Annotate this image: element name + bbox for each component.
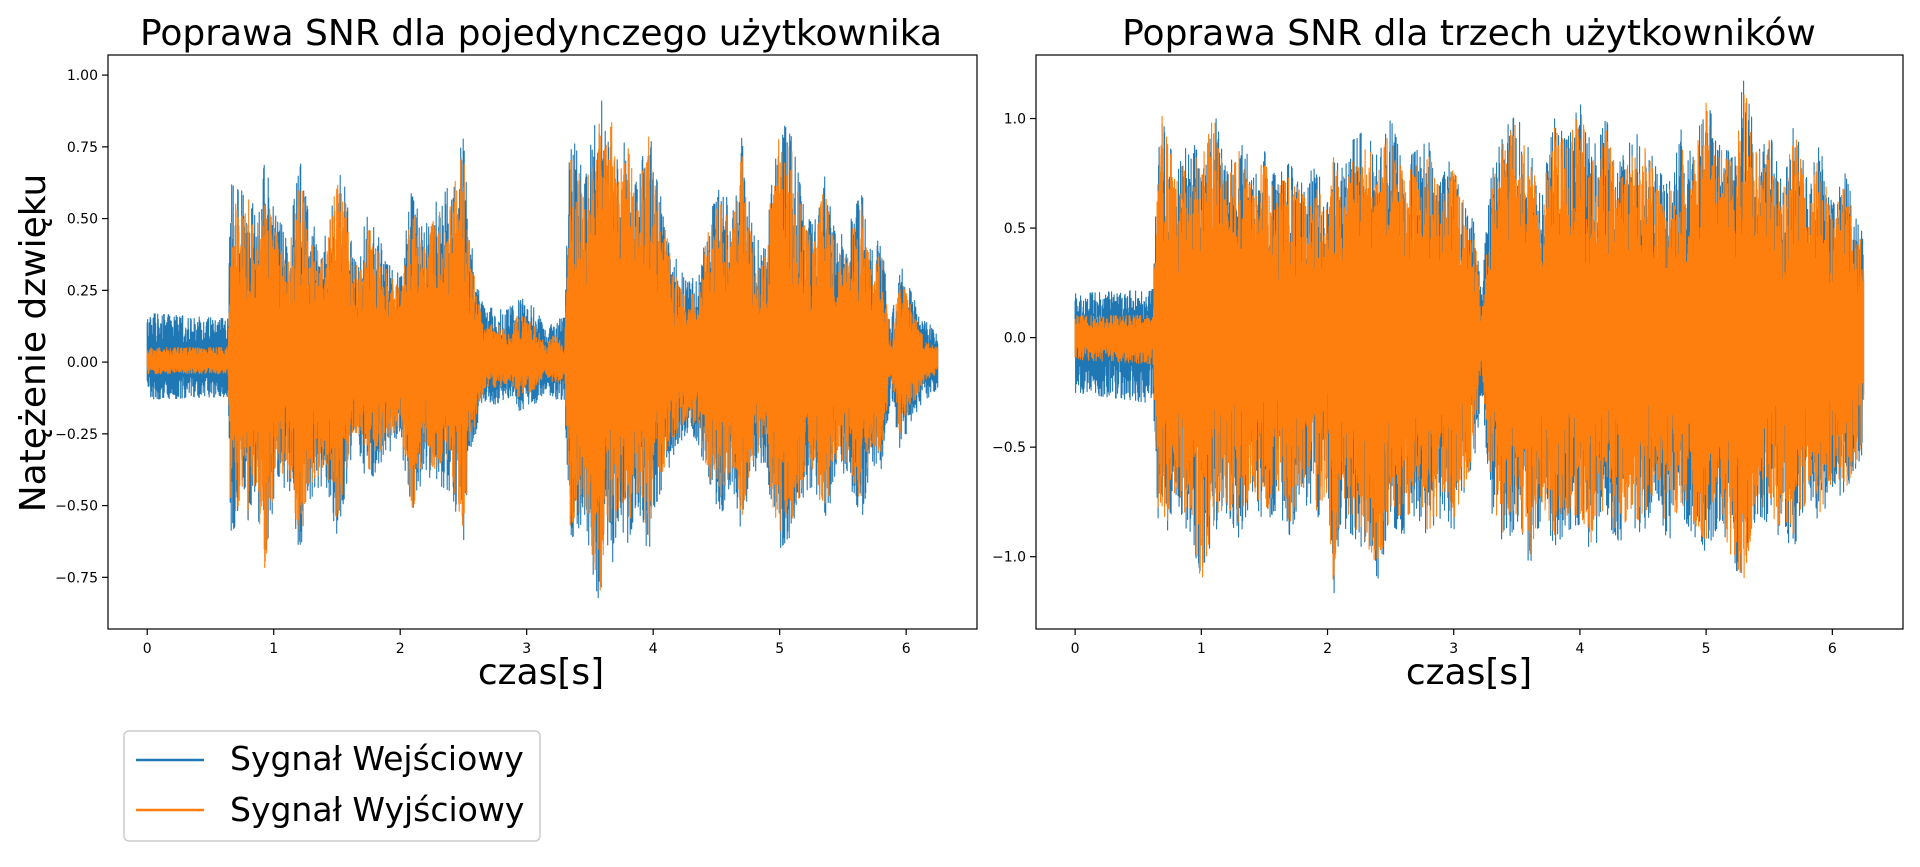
- x-tick-label: 0: [143, 641, 152, 657]
- x-tick-label: 3: [522, 641, 531, 657]
- y-tick-label: 1.0: [1004, 112, 1026, 128]
- x-tick-label: 0: [1071, 641, 1080, 657]
- series-line-output: [146, 122, 939, 591]
- y-axis-ticks: −1.0 −0.5 0.0 0.5 1.0: [992, 112, 1036, 566]
- y-tick-label: 0.50: [67, 212, 98, 228]
- plot-area: [146, 100, 939, 599]
- y-tick-label: 0.5: [1004, 221, 1026, 237]
- series-line-output: [1074, 94, 1865, 580]
- y-tick-label: 0.25: [67, 283, 98, 299]
- x-tick-label: 1: [1197, 641, 1206, 657]
- chart-title: Poprawa SNR dla pojedynczego użytkownika: [140, 13, 942, 54]
- axes-frame: [1035, 54, 1904, 630]
- x-tick-label: 5: [775, 641, 784, 657]
- axes-frame: [107, 54, 978, 630]
- x-tick-label: 2: [396, 641, 405, 657]
- y-tick-label: 0.00: [67, 355, 98, 371]
- y-axis-ticks: −0.75 −0.50 −0.25 0.00 0.25 0.50 0.75 1.00: [55, 68, 108, 586]
- plot-area: [1074, 80, 1865, 594]
- legend-entry: Sygnał Wyjściowy: [136, 790, 524, 829]
- legend-entry: Sygnał Wejściowy: [136, 739, 524, 778]
- chart-three-users: Poprawa SNR dla trzech użytkowników czas…: [992, 13, 1904, 693]
- x-tick-label: 1: [269, 641, 278, 657]
- y-tick-label: −0.50: [55, 499, 98, 515]
- y-tick-label: −0.25: [55, 427, 98, 443]
- legend-label-output: Sygnał Wyjściowy: [230, 790, 524, 829]
- x-tick-label: 6: [902, 641, 911, 657]
- legend-label-input: Sygnał Wejściowy: [230, 739, 524, 778]
- x-tick-label: 3: [1449, 641, 1458, 657]
- y-tick-label: −0.75: [55, 570, 98, 586]
- y-tick-label: −1.0: [992, 550, 1026, 566]
- y-tick-label: 1.00: [67, 68, 98, 84]
- x-tick-label: 6: [1828, 641, 1837, 657]
- x-axis-label: czas[s]: [478, 652, 604, 693]
- y-tick-label: −0.5: [992, 440, 1026, 456]
- x-tick-label: 5: [1702, 641, 1711, 657]
- legend-frame: [123, 730, 541, 842]
- y-tick-label: 0.0: [1004, 331, 1026, 347]
- y-axis-label: Natężenie dzwięku: [13, 174, 54, 513]
- x-tick-label: 4: [649, 641, 658, 657]
- x-tick-label: 4: [1575, 641, 1584, 657]
- legend: Sygnał Wejściowy Sygnał Wyjściowy: [123, 730, 541, 842]
- x-axis-ticks: 0 1 2 3 4 5 6: [1071, 629, 1837, 657]
- x-axis-label: czas[s]: [1406, 652, 1532, 693]
- chart-single-user: Poprawa SNR dla pojedynczego użytkownika…: [13, 13, 978, 693]
- x-axis-ticks: 0 1 2 3 4 5 6: [143, 629, 911, 657]
- chart-title: Poprawa SNR dla trzech użytkowników: [1122, 13, 1816, 54]
- x-tick-label: 2: [1323, 641, 1332, 657]
- y-tick-label: 0.75: [67, 140, 98, 156]
